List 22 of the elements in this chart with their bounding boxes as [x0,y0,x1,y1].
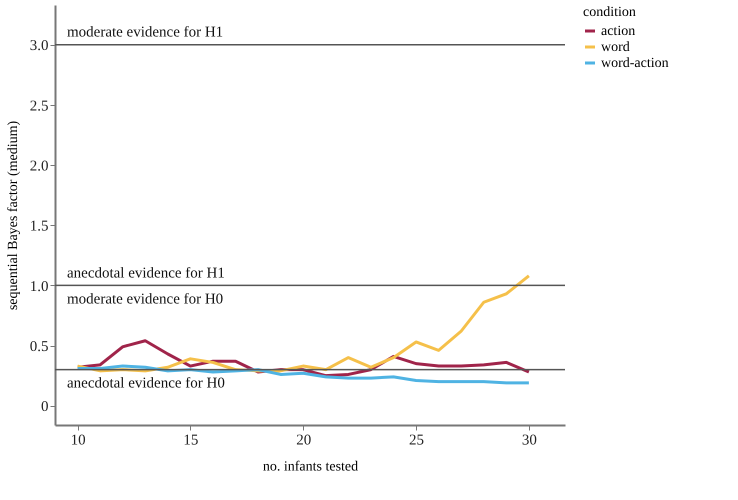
y-tick-label: 1.5 [30,218,48,235]
legend-label: word [601,40,630,55]
legend-label: action [601,24,636,39]
annotation: anecdotal evidence for H0 [67,376,225,392]
y-tick-label: 1.0 [30,278,48,295]
annotation: moderate evidence for H0 [67,291,224,308]
annotation: anecdotal evidence for H1 [67,265,225,282]
legend-label: word-action [601,56,669,71]
x-axis-title: no. infants tested [262,460,358,474]
y-tick-label: 0 [41,399,48,416]
annotation: moderate evidence for H1 [67,24,224,41]
x-tick-label: 10 [70,432,86,448]
x-tick-label: 20 [296,432,312,448]
y-axis-title: sequential Bayes factor (medium) [6,120,21,310]
x-tick-label: 25 [409,432,424,448]
y-tick-label: 3.0 [30,38,48,54]
y-tick-label: 2.5 [30,98,48,114]
x-tick-label: 30 [522,432,537,448]
y-tick-label: 2.0 [30,158,48,175]
legend-title: condition [583,5,636,20]
x-tick-label: 15 [183,432,198,448]
y-tick-label: 0.5 [30,339,48,356]
